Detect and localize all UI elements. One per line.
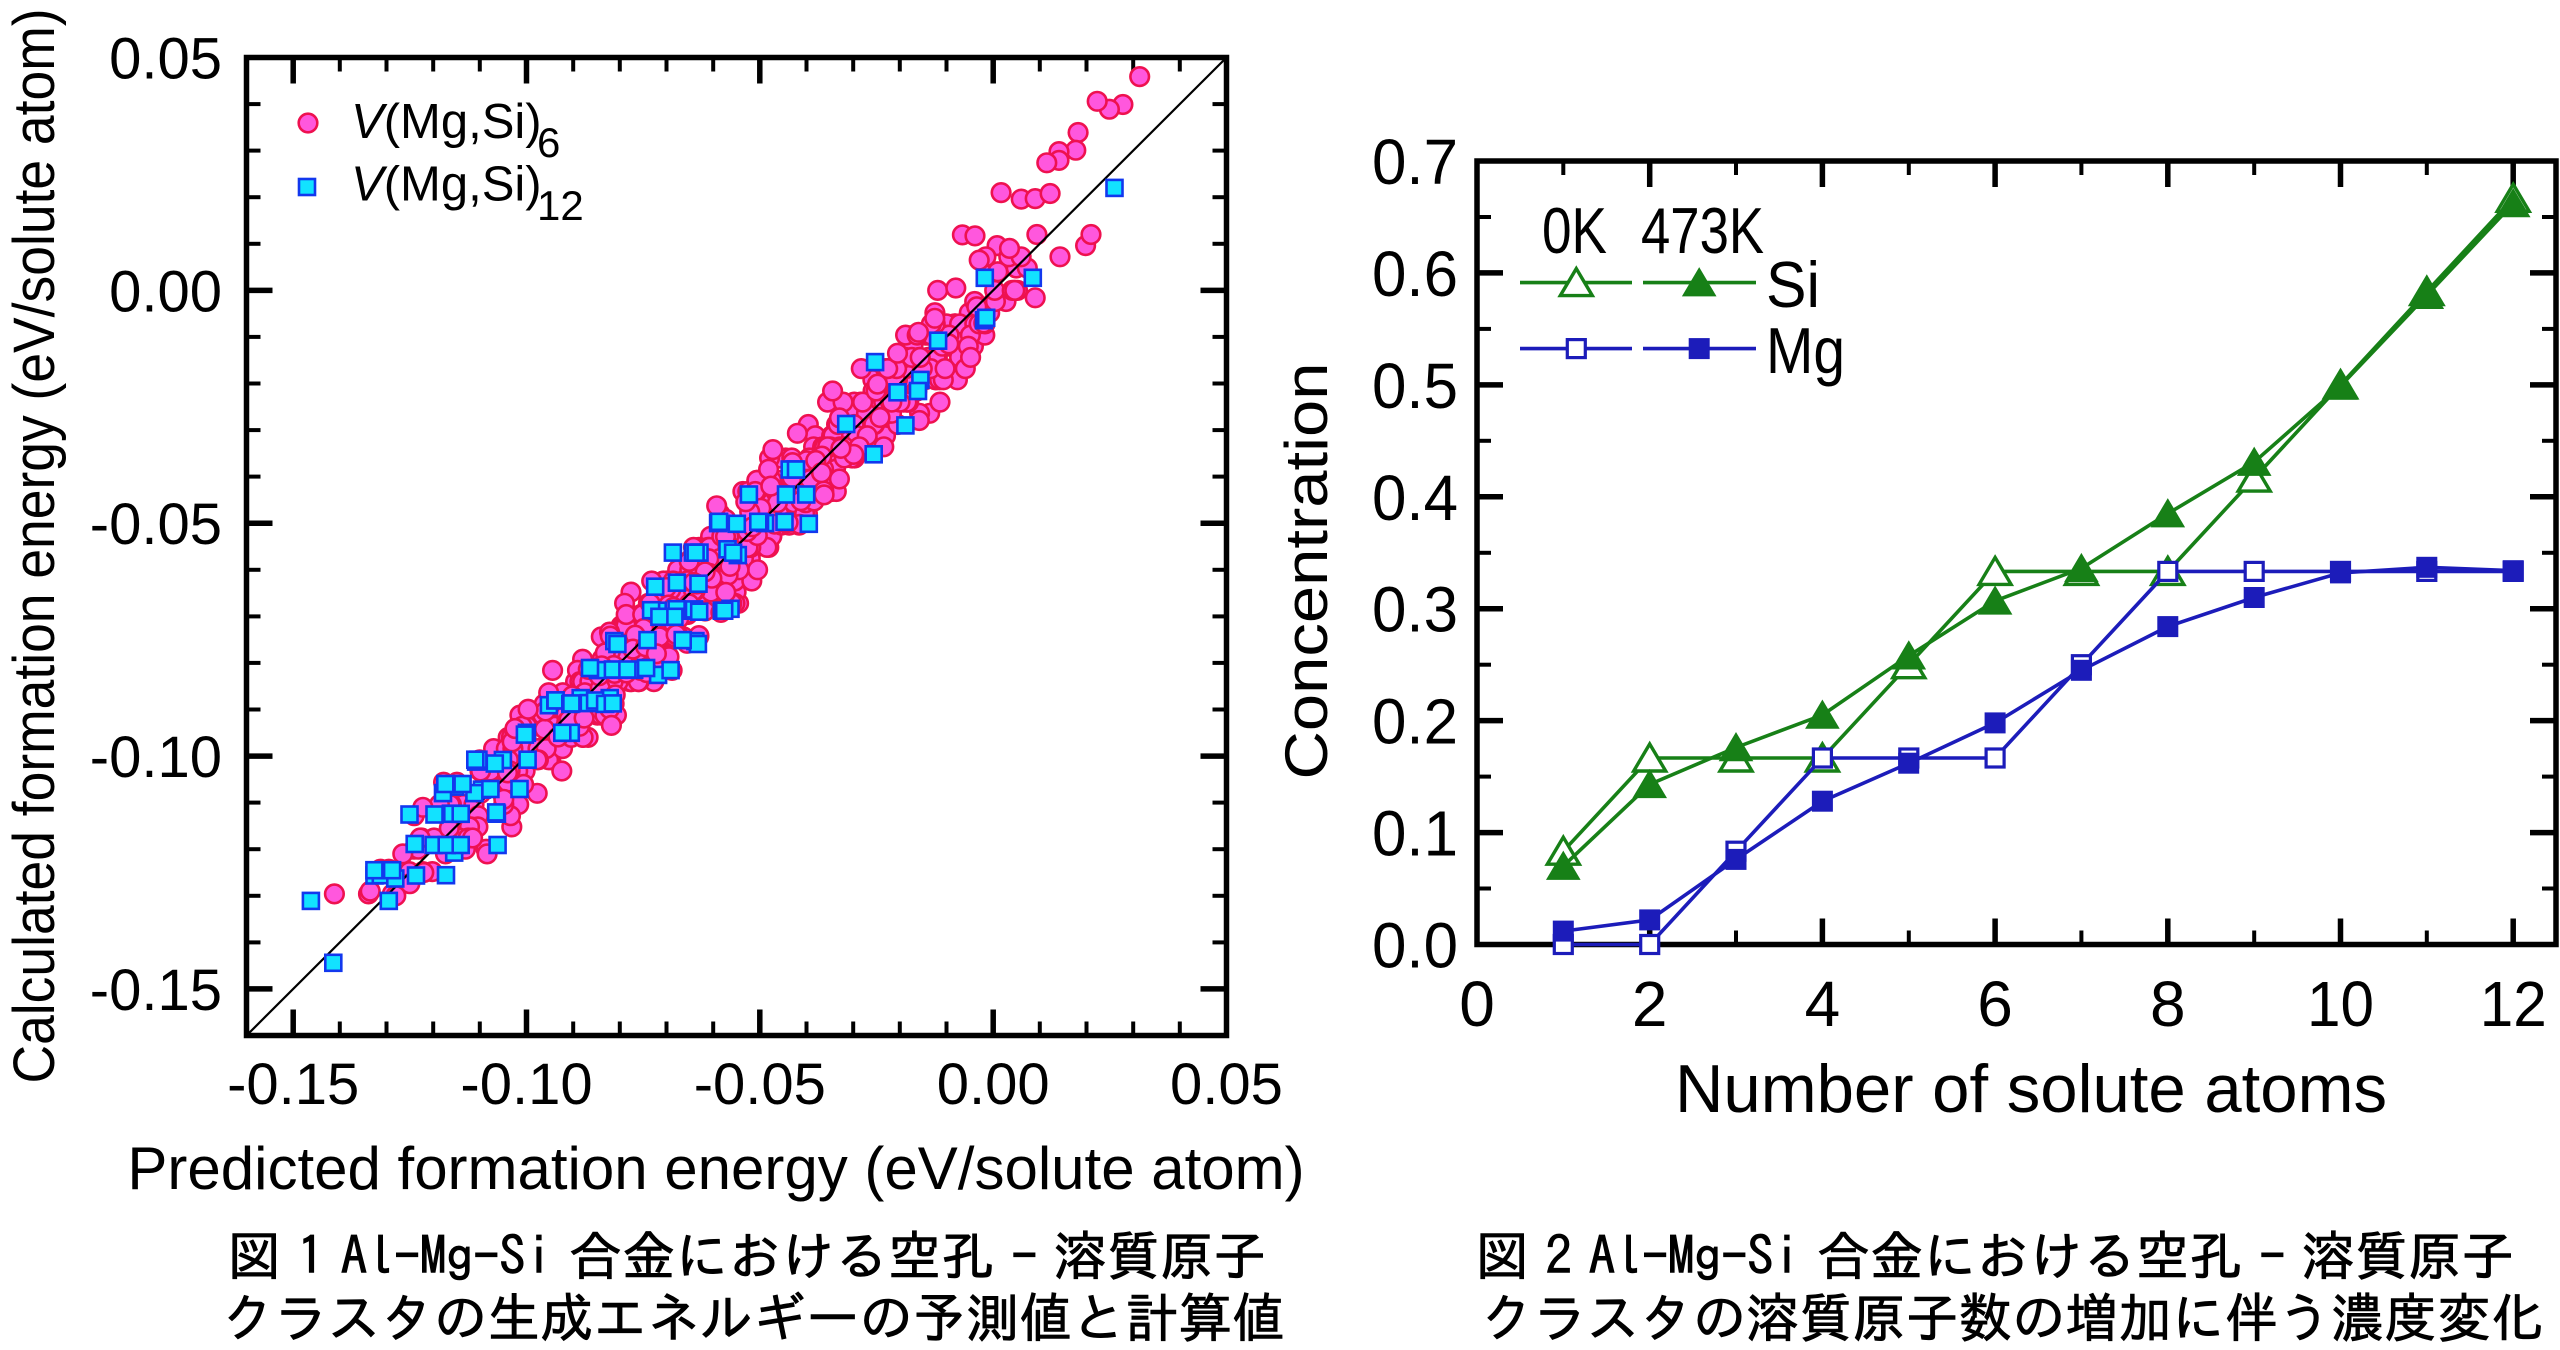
svg-text:0.1: 0.1 (1372, 798, 1458, 870)
svg-text:4: 4 (1805, 968, 1841, 1040)
svg-text:-0.05: -0.05 (694, 1052, 826, 1117)
svg-text:Mg: Mg (1766, 314, 1845, 387)
svg-text:0.5: 0.5 (1372, 350, 1458, 422)
svg-text:10: 10 (2307, 968, 2374, 1040)
svg-text:Si: Si (1766, 248, 1820, 321)
svg-text:0.05: 0.05 (109, 27, 222, 92)
svg-text:6: 6 (537, 119, 560, 166)
svg-text:0.2: 0.2 (1372, 686, 1458, 758)
svg-text:Predicted formation energy (eV: Predicted formation energy (eV/solute at… (127, 1135, 1304, 1202)
svg-text:8: 8 (2150, 968, 2186, 1040)
svg-text:-0.15: -0.15 (90, 958, 222, 1023)
svg-text:-0.15: -0.15 (227, 1052, 359, 1117)
svg-text:0.00: 0.00 (109, 259, 222, 324)
svg-text:0: 0 (1459, 968, 1495, 1040)
svg-text:-0.05: -0.05 (90, 492, 222, 557)
svg-text:Concentration: Concentration (1273, 363, 1340, 780)
svg-text:0.00: 0.00 (937, 1052, 1050, 1117)
svg-text:12: 12 (2480, 968, 2547, 1040)
svg-text:V(Mg,Si): V(Mg,Si) (351, 95, 542, 149)
svg-text:0.05: 0.05 (1170, 1052, 1283, 1117)
svg-text:6: 6 (1977, 968, 2013, 1040)
svg-text:Calculated formation energy (e: Calculated formation energy (eV/solute a… (2, 9, 67, 1084)
svg-text:Number of solute atoms: Number of solute atoms (1675, 1051, 2387, 1127)
svg-text:0.6: 0.6 (1372, 238, 1458, 310)
svg-text:0.3: 0.3 (1372, 574, 1458, 646)
svg-text:12: 12 (537, 182, 584, 229)
svg-text:-0.10: -0.10 (460, 1052, 592, 1117)
svg-text:473K: 473K (1641, 194, 1764, 267)
svg-text:0.4: 0.4 (1372, 462, 1458, 534)
svg-text:2: 2 (1632, 968, 1668, 1040)
svg-text:-0.10: -0.10 (90, 725, 222, 790)
svg-text:V(Mg,Si): V(Mg,Si) (351, 158, 542, 212)
svg-text:0.7: 0.7 (1372, 126, 1458, 198)
svg-text:0.0: 0.0 (1372, 910, 1458, 982)
svg-text:0K: 0K (1542, 194, 1607, 267)
